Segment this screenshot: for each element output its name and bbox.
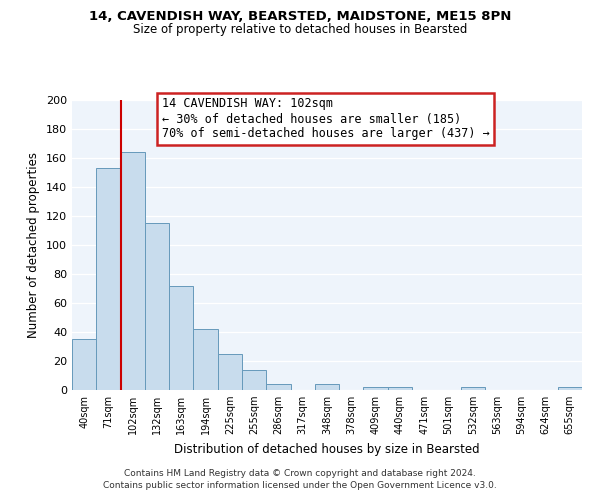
Bar — [218, 354, 242, 390]
Y-axis label: Number of detached properties: Number of detached properties — [28, 152, 40, 338]
Bar — [388, 387, 412, 390]
Bar — [558, 387, 582, 390]
Bar — [364, 387, 388, 390]
Bar — [242, 370, 266, 390]
Bar — [461, 387, 485, 390]
Text: 14 CAVENDISH WAY: 102sqm
← 30% of detached houses are smaller (185)
70% of semi-: 14 CAVENDISH WAY: 102sqm ← 30% of detach… — [162, 98, 490, 140]
Bar — [72, 339, 96, 390]
X-axis label: Distribution of detached houses by size in Bearsted: Distribution of detached houses by size … — [174, 442, 480, 456]
Text: 14, CAVENDISH WAY, BEARSTED, MAIDSTONE, ME15 8PN: 14, CAVENDISH WAY, BEARSTED, MAIDSTONE, … — [89, 10, 511, 23]
Bar — [315, 384, 339, 390]
Bar — [266, 384, 290, 390]
Text: Size of property relative to detached houses in Bearsted: Size of property relative to detached ho… — [133, 22, 467, 36]
Bar — [169, 286, 193, 390]
Text: Contains HM Land Registry data © Crown copyright and database right 2024.: Contains HM Land Registry data © Crown c… — [124, 468, 476, 477]
Bar — [145, 223, 169, 390]
Text: Contains public sector information licensed under the Open Government Licence v3: Contains public sector information licen… — [103, 481, 497, 490]
Bar — [121, 152, 145, 390]
Bar — [96, 168, 121, 390]
Bar — [193, 329, 218, 390]
